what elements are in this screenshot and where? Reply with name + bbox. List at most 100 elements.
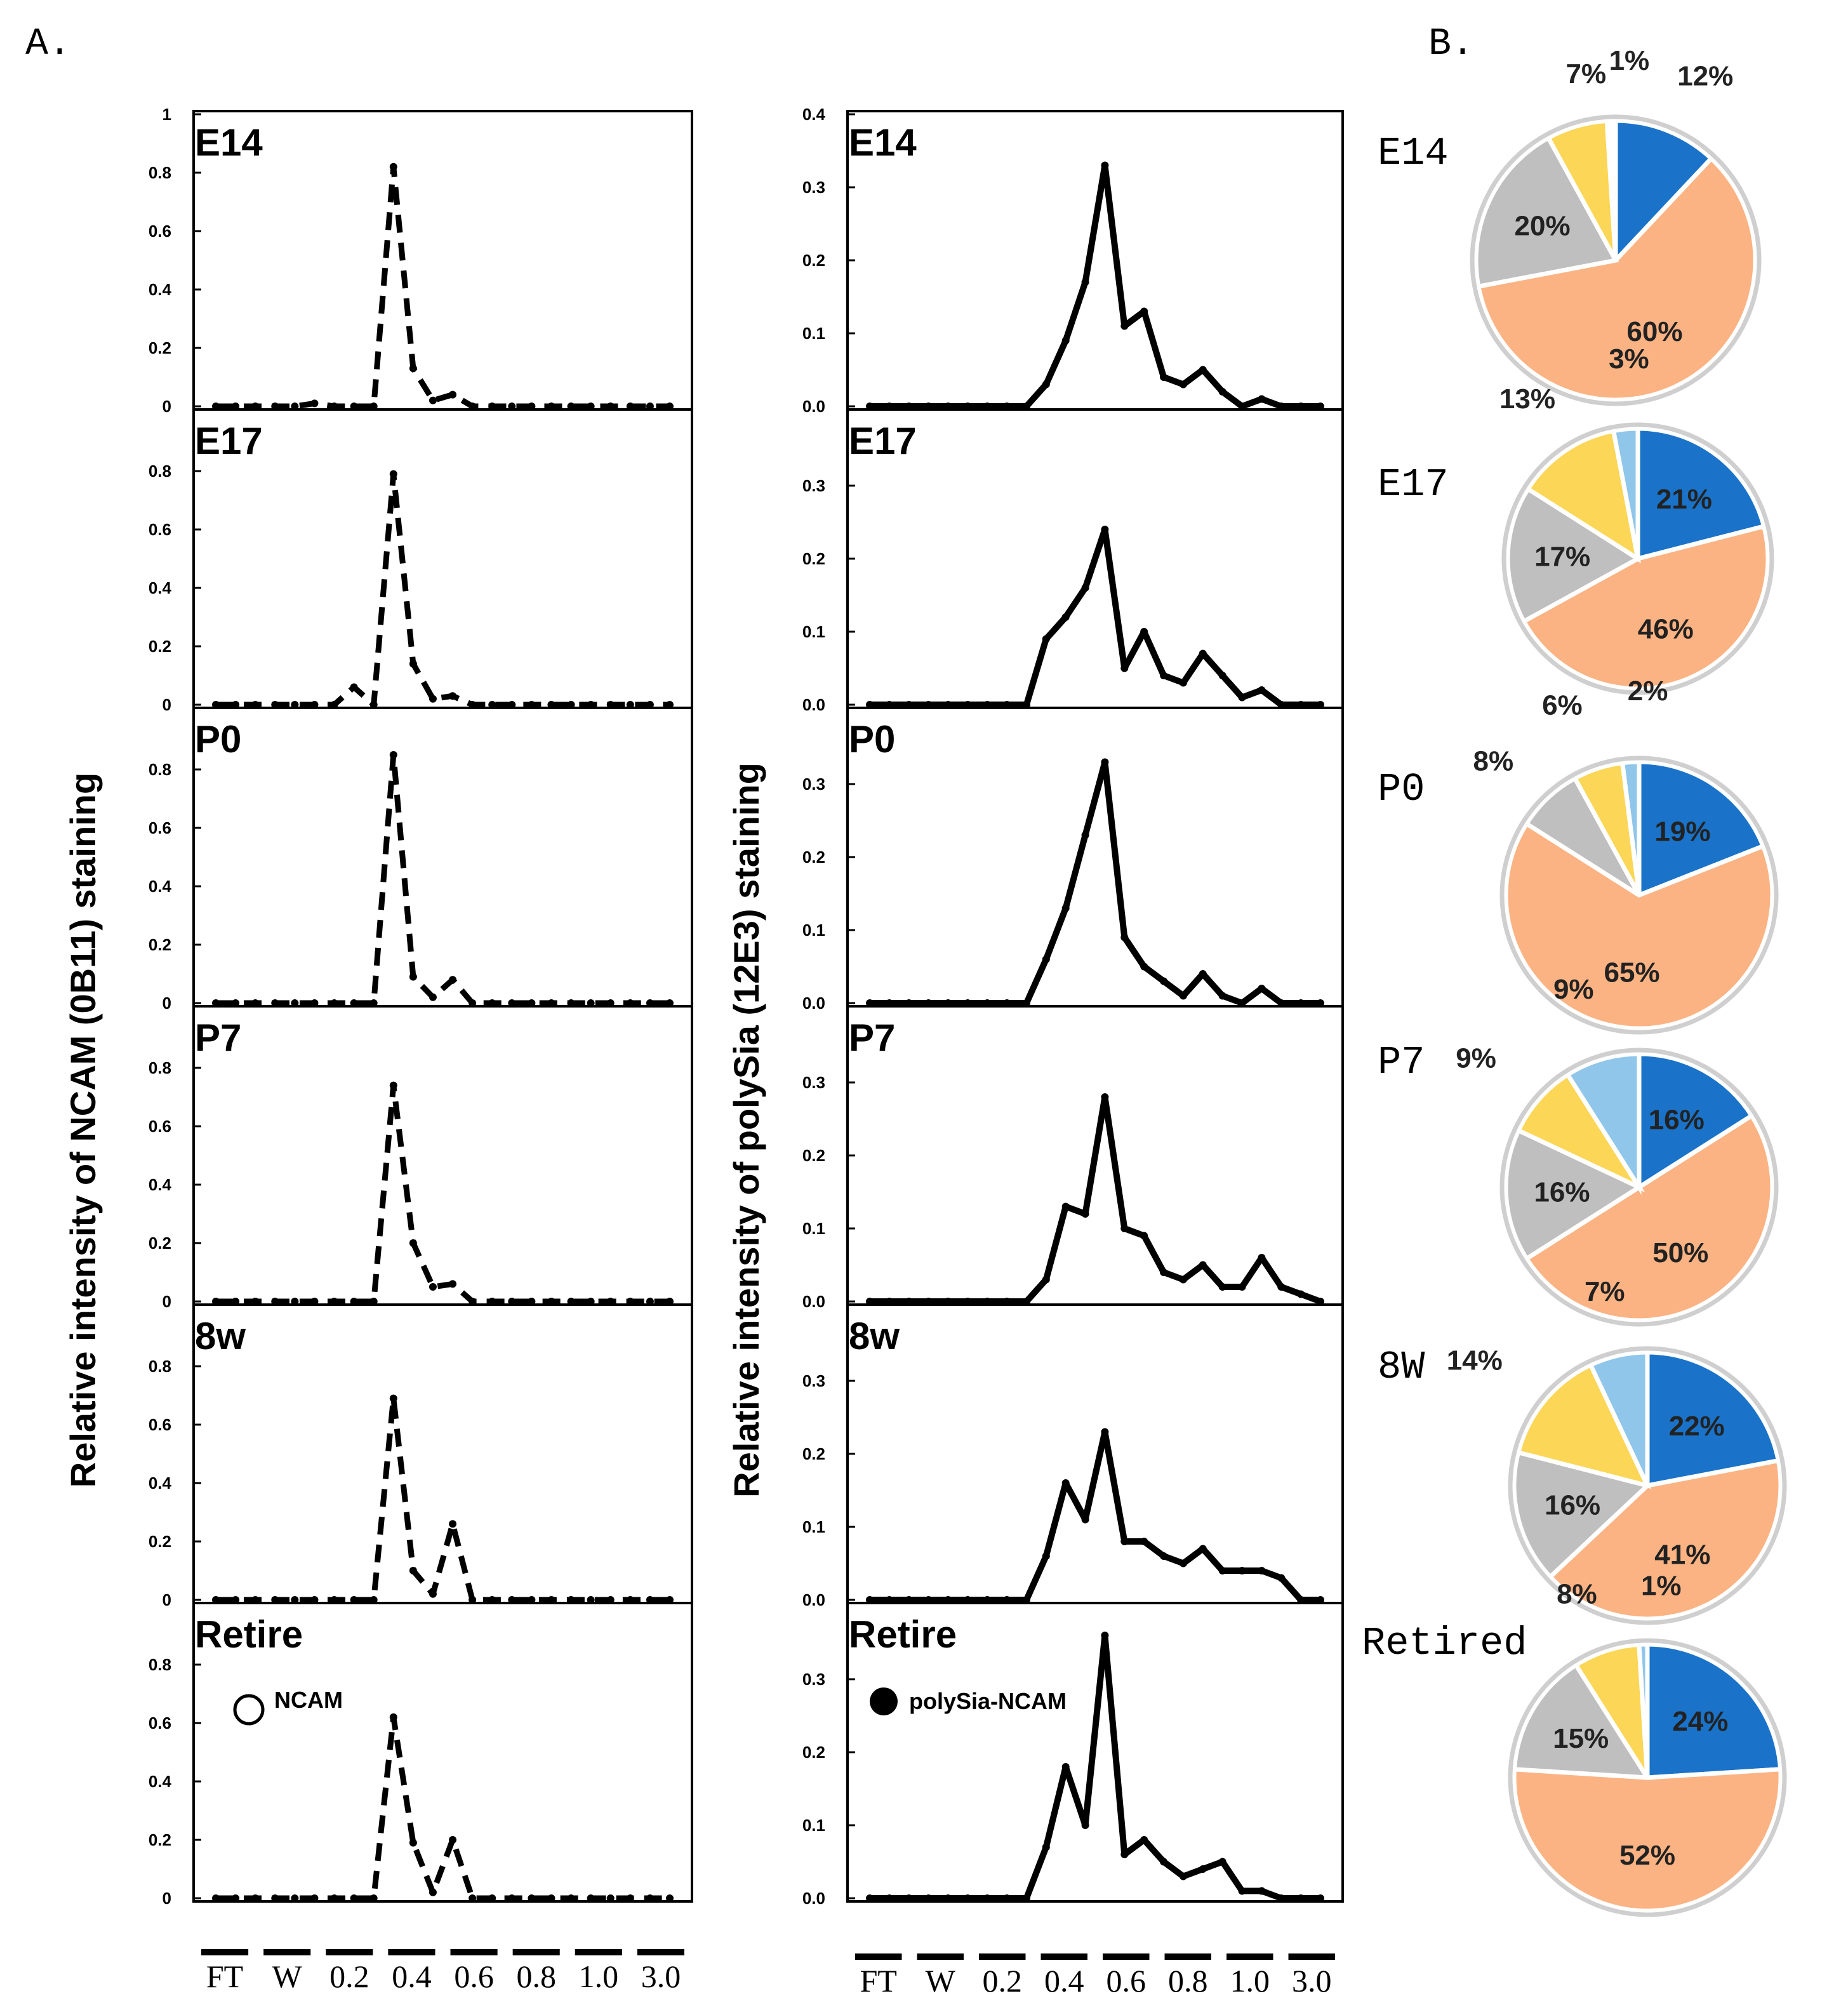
polysia-y-axis-label: Relative intensity of polySia (12E3) sta… [726, 762, 766, 1498]
data-point [429, 1590, 437, 1598]
pie-slice [1515, 1071, 1645, 1193]
y-tick-label: 0.0 [802, 1590, 825, 1609]
fraction-label: 0.8 [516, 1959, 556, 1994]
data-point [389, 751, 397, 759]
pie-slice [1613, 118, 1715, 266]
fraction-label: 0.2 [329, 1959, 369, 1994]
y-tick-label: 0.6 [149, 1117, 171, 1136]
polysia-panel-e17: 0.0 0.1 0.2 0.3 E17 [802, 408, 1344, 714]
fraction-label: 0.6 [454, 1959, 494, 1994]
data-point [409, 660, 417, 668]
pie-slice-label: 20% [1515, 211, 1571, 242]
data-point [1297, 1894, 1305, 1902]
data-point [1160, 1858, 1168, 1866]
y-tick-label: 0.2 [802, 1743, 825, 1762]
pie-slice [1611, 426, 1640, 559]
data-point [1120, 1225, 1129, 1232]
pie-slice-label: 46% [1638, 614, 1694, 645]
y-tick-label: 0.1 [802, 1816, 825, 1835]
series-line [870, 526, 1320, 708]
series-line [870, 1632, 1320, 1901]
pie-slice [1587, 1350, 1650, 1487]
panel-frame [846, 707, 1344, 1008]
pie-slice [1564, 1051, 1642, 1195]
pie-slice [1515, 1362, 1652, 1489]
data-point [1140, 307, 1148, 316]
ncam-legend: NCAM [233, 1687, 343, 1726]
series-line [216, 1714, 670, 1901]
panel-label: Retire [195, 1613, 303, 1656]
data-point [866, 1894, 874, 1902]
data-point [1120, 1538, 1129, 1545]
pie-slice-label: 16% [1649, 1104, 1705, 1135]
y-tick-label: 0.6 [149, 222, 171, 241]
y-tick-label: 0.6 [149, 818, 171, 837]
data-point [964, 1894, 972, 1902]
pie-slice-label: 7% [1585, 1276, 1625, 1307]
data-point [449, 1520, 457, 1528]
y-tick-label: 0.4 [149, 280, 172, 299]
pie-slice-label: 13% [1499, 383, 1555, 415]
pie-e17: E17 21% 46% 17% 13% 3% [1378, 343, 1774, 695]
pie-slice [1512, 1449, 1652, 1580]
pie-slice-label: 16% [1534, 1177, 1590, 1208]
polysia-x-fractions: FT W 0.2 0.4 0.6 0.8 1.0 3.0 [855, 1953, 1335, 1999]
data-point [1140, 1538, 1148, 1545]
pie-slice [1637, 1642, 1650, 1778]
data-point [429, 695, 437, 703]
pie-slice-label: 19% [1654, 816, 1710, 847]
data-point [1218, 992, 1226, 1000]
data-point [1061, 336, 1070, 345]
data-point [646, 1894, 654, 1902]
data-point [251, 1894, 260, 1902]
panel-label: E17 [849, 420, 917, 462]
series-line [216, 752, 670, 1006]
y-tick-label: 0.8 [149, 163, 171, 182]
data-point [1120, 1851, 1129, 1858]
y-tick-label: 0.2 [802, 251, 825, 270]
data-point [1120, 933, 1129, 942]
data-point [449, 1280, 457, 1288]
section-a-label: A. [25, 23, 71, 66]
data-point [924, 1894, 933, 1902]
data-point [488, 1894, 496, 1902]
series-line [216, 471, 670, 708]
data-point [1042, 1275, 1050, 1284]
data-point [429, 1283, 437, 1291]
data-point [1081, 584, 1089, 592]
pie-slice-label: 9% [1456, 1042, 1496, 1074]
pie-slice-label: 7% [1565, 58, 1606, 90]
data-point [271, 1894, 279, 1902]
y-tick-label: 0 [163, 1889, 171, 1908]
data-point [429, 1888, 437, 1896]
fraction-label: 3.0 [1292, 1963, 1332, 1999]
data-point [666, 1894, 674, 1902]
data-point [1160, 1552, 1168, 1560]
y-tick-label: 0 [163, 1590, 171, 1609]
data-point [1101, 1632, 1109, 1639]
data-point [1258, 1254, 1266, 1261]
data-point [508, 1894, 516, 1902]
pie-slice-label: 8% [1557, 1578, 1597, 1609]
pie-slice [1645, 1350, 1781, 1489]
panel-label: P0 [195, 718, 241, 761]
series-line [870, 162, 1320, 409]
y-tick-label: 0.8 [149, 1357, 171, 1376]
y-tick-label: 0.1 [802, 1517, 825, 1536]
data-point [232, 1894, 240, 1902]
pie-slice [1520, 523, 1771, 691]
y-tick-label: 0.2 [149, 637, 171, 656]
data-point [350, 1894, 358, 1902]
series-line [216, 1082, 670, 1305]
data-point [1258, 395, 1266, 403]
data-point [389, 470, 397, 478]
polysia-legend: polySia-NCAM [870, 1687, 1067, 1715]
fraction-label: 0.4 [392, 1959, 432, 1994]
pie-retired: Retired 24% 52% 15% 8% 1% [1362, 1571, 1787, 1917]
data-point [389, 1713, 397, 1721]
pie-slice-label: 60% [1626, 316, 1682, 347]
y-tick-label: 0.0 [802, 695, 825, 714]
y-tick-label: 0.8 [149, 462, 171, 481]
y-tick-label: 0.3 [802, 1073, 825, 1092]
data-point [528, 1894, 536, 1902]
